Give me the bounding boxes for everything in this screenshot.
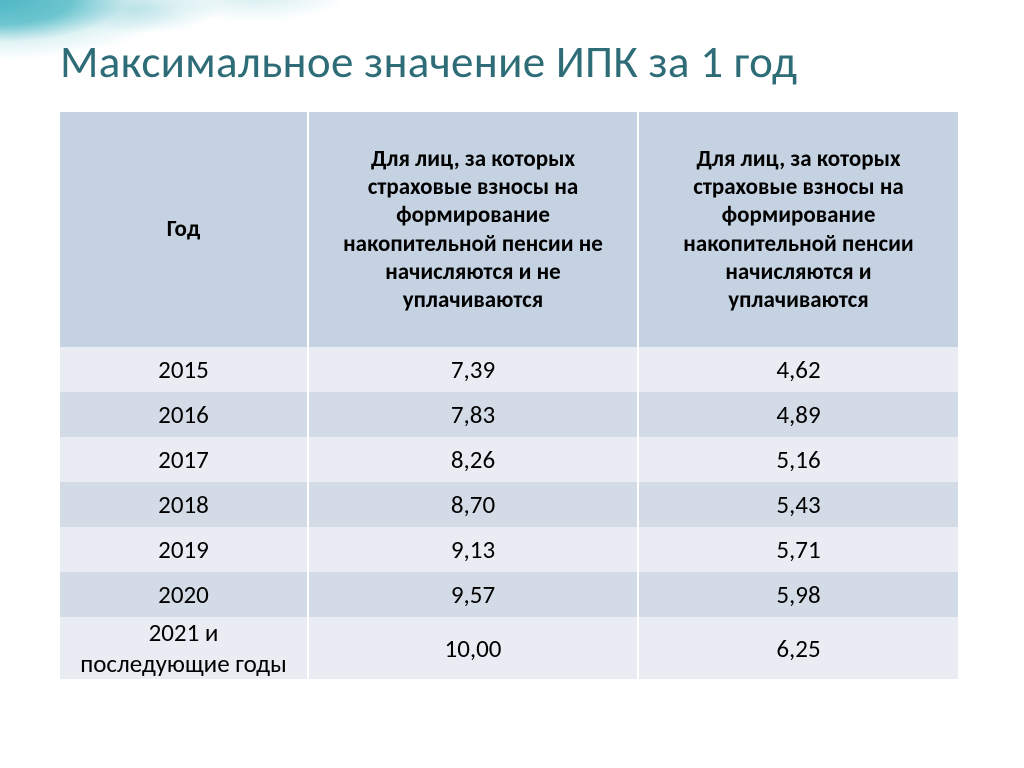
table-header-row: Год Для лиц, за которых страховые взносы… xyxy=(60,112,958,347)
cell-no-funded: 9,13 xyxy=(308,527,638,572)
cell-no-funded: 10,00 xyxy=(308,617,638,679)
table-row: 20167,834,89 xyxy=(60,392,958,437)
slide-title: Максимальное значение ИПК за 1 год xyxy=(60,35,994,90)
cell-funded: 5,16 xyxy=(638,437,958,482)
table-row: 20199,135,71 xyxy=(60,527,958,572)
cell-no-funded: 7,39 xyxy=(308,347,638,392)
table-row: 20209,575,98 xyxy=(60,572,958,617)
ipk-table: Год Для лиц, за которых страховые взносы… xyxy=(60,112,958,679)
cell-no-funded: 7,83 xyxy=(308,392,638,437)
cell-no-funded: 8,70 xyxy=(308,482,638,527)
cell-funded: 5,98 xyxy=(638,572,958,617)
table-row: 20157,394,62 xyxy=(60,347,958,392)
cell-year: 2017 xyxy=(60,437,308,482)
table-row: 20188,705,43 xyxy=(60,482,958,527)
cell-funded: 5,43 xyxy=(638,482,958,527)
table-row: 2021 и последующие годы10,006,25 xyxy=(60,617,958,679)
table-row: 20178,265,16 xyxy=(60,437,958,482)
col-header-year: Год xyxy=(60,112,308,347)
cell-funded: 5,71 xyxy=(638,527,958,572)
cell-no-funded: 9,57 xyxy=(308,572,638,617)
cell-year: 2021 и последующие годы xyxy=(60,617,308,679)
col-header-funded: Для лиц, за которых страховые взносы на … xyxy=(638,112,958,347)
cell-funded: 6,25 xyxy=(638,617,958,679)
cell-year: 2018 xyxy=(60,482,308,527)
cell-year: 2015 xyxy=(60,347,308,392)
cell-no-funded: 8,26 xyxy=(308,437,638,482)
cell-year: 2019 xyxy=(60,527,308,572)
table-body: 20157,394,6220167,834,8920178,265,162018… xyxy=(60,347,958,679)
cell-funded: 4,89 xyxy=(638,392,958,437)
cell-funded: 4,62 xyxy=(638,347,958,392)
col-header-no-funded: Для лиц, за которых страховые взносы на … xyxy=(308,112,638,347)
cell-year: 2020 xyxy=(60,572,308,617)
cell-year: 2016 xyxy=(60,392,308,437)
